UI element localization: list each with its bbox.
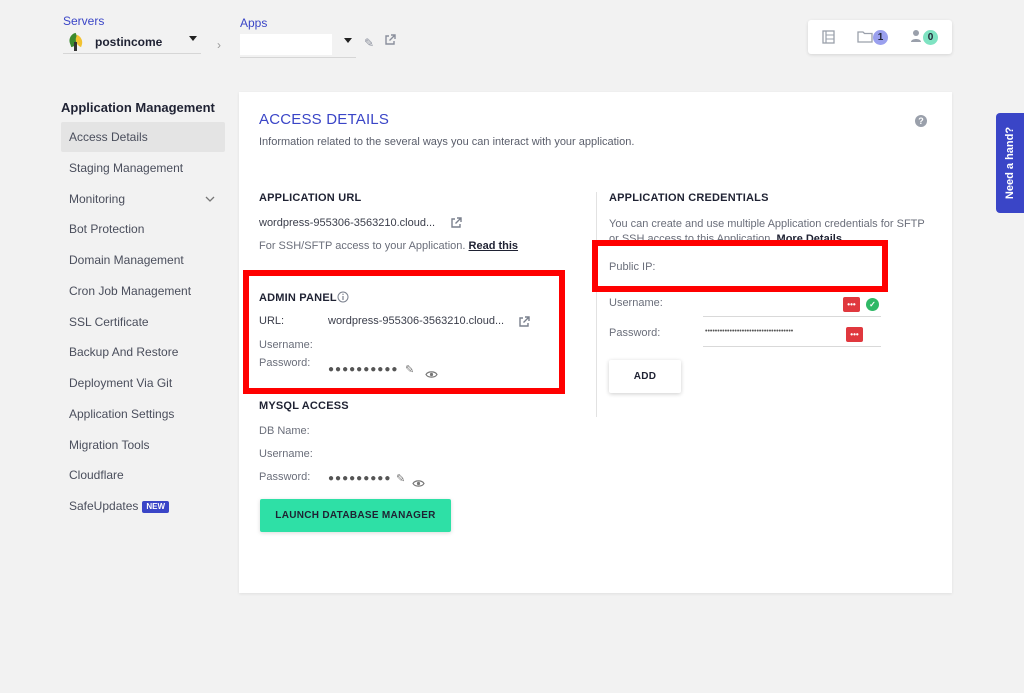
highlight-box-public-ip bbox=[592, 240, 888, 292]
chevron-right-icon: › bbox=[217, 38, 221, 52]
db-name-label: DB Name: bbox=[259, 425, 310, 437]
sidebar-item-staging-management[interactable]: Staging Management bbox=[61, 153, 225, 183]
cred-username-label: Username: bbox=[609, 297, 663, 309]
sidebar-item-ssl-certificate[interactable]: SSL Certificate bbox=[61, 307, 225, 337]
sidebar-item-cloudflare[interactable]: Cloudflare bbox=[61, 460, 225, 490]
ssh-note: For SSH/SFTP access to your Application.… bbox=[259, 240, 518, 252]
user-icon[interactable] bbox=[910, 29, 922, 48]
sidebar-item-deployment-via-git[interactable]: Deployment Via Git bbox=[61, 368, 225, 398]
admin-url-link[interactable]: wordpress-955306-3563210.cloud... bbox=[328, 315, 505, 327]
highlight-box-admin-panel bbox=[243, 270, 565, 394]
sidebar-item-monitoring[interactable]: Monitoring bbox=[61, 184, 225, 214]
db-password-mask: ●●●●●●●●● bbox=[328, 473, 392, 484]
caret-down-icon bbox=[189, 36, 197, 41]
app-url-heading: APPLICATION URL bbox=[259, 192, 362, 204]
credentials-heading: APPLICATION CREDENTIALS bbox=[609, 192, 769, 204]
need-a-hand-label: Need a hand? bbox=[1004, 126, 1016, 200]
launch-database-manager-button[interactable]: LAUNCH DATABASE MANAGER bbox=[260, 499, 451, 532]
help-icon[interactable]: ? bbox=[915, 115, 927, 127]
caret-down-icon bbox=[344, 38, 352, 43]
eye-icon[interactable] bbox=[425, 366, 438, 384]
column-divider bbox=[596, 192, 597, 417]
admin-url-label: URL: bbox=[259, 315, 285, 327]
sidebar-title: Application Management bbox=[61, 100, 215, 115]
folder-count-badge: 1 bbox=[873, 30, 888, 45]
sidebar-item-backup-and-restore[interactable]: Backup And Restore bbox=[61, 337, 225, 367]
sidebar-item-label: Application Settings bbox=[69, 407, 175, 421]
check-icon: ✓ bbox=[866, 298, 879, 311]
cred-password-mask: •••••••••••••••••••••••••••••••••••• bbox=[705, 328, 794, 335]
sidebar-item-label: Deployment Via Git bbox=[69, 376, 173, 390]
sidebar-item-label: SafeUpdates bbox=[69, 499, 139, 513]
page-description: Information related to the several ways … bbox=[259, 136, 635, 148]
sidebar-item-label: Backup And Restore bbox=[69, 345, 179, 359]
sidebar-item-application-settings[interactable]: Application Settings bbox=[61, 399, 225, 429]
chevron-down-icon bbox=[205, 184, 215, 214]
sidebar-item-cron-job-management[interactable]: Cron Job Management bbox=[61, 276, 225, 306]
need-a-hand-tab[interactable]: Need a hand? bbox=[996, 113, 1024, 213]
credentials-desc-line1: You can create and use multiple Applicat… bbox=[609, 218, 925, 230]
db-username-label: Username: bbox=[259, 448, 313, 460]
sidebar-item-label: Cron Job Management bbox=[69, 284, 192, 298]
password-generator-icon[interactable]: ••• bbox=[843, 297, 860, 312]
sidebar-item-label: Cloudflare bbox=[69, 468, 124, 482]
sidebar-item-safeupdates[interactable]: SafeUpdates NEW bbox=[61, 491, 225, 521]
sidebar-item-label: Staging Management bbox=[69, 161, 184, 175]
external-link-icon[interactable] bbox=[518, 315, 530, 333]
db-password-label: Password: bbox=[259, 471, 311, 483]
sidebar-item-migration-tools[interactable]: Migration Tools bbox=[61, 430, 225, 460]
password-generator-icon[interactable]: ••• bbox=[846, 327, 863, 342]
sidebar-item-label: Domain Management bbox=[69, 253, 184, 267]
sidebar-item-access-details[interactable]: Access Details bbox=[61, 122, 225, 152]
eye-icon[interactable] bbox=[412, 475, 425, 493]
apps-label: Apps bbox=[240, 16, 268, 30]
pencil-icon[interactable]: ✎ bbox=[396, 473, 406, 485]
app-select[interactable] bbox=[240, 34, 356, 58]
servers-list-icon[interactable] bbox=[822, 30, 835, 49]
read-this-link[interactable]: Read this bbox=[468, 240, 519, 252]
pencil-icon[interactable]: ✎ bbox=[364, 36, 375, 50]
sidebar-item-label: SSL Certificate bbox=[69, 315, 149, 329]
sidebar-item-label: Access Details bbox=[69, 130, 148, 144]
pencil-icon[interactable]: ✎ bbox=[405, 364, 415, 376]
add-credentials-button[interactable]: ADD bbox=[609, 360, 681, 393]
cred-password-field[interactable] bbox=[703, 346, 881, 347]
sidebar-item-bot-protection[interactable]: Bot Protection bbox=[61, 214, 225, 244]
sidebar-item-domain-management[interactable]: Domain Management bbox=[61, 245, 225, 275]
mysql-heading: MYSQL ACCESS bbox=[259, 400, 349, 412]
public-ip-label: Public IP: bbox=[609, 261, 656, 273]
cred-password-label: Password: bbox=[609, 327, 661, 339]
folder-icon[interactable] bbox=[857, 30, 873, 48]
server-logo-icon bbox=[67, 32, 85, 51]
new-badge: NEW bbox=[142, 501, 170, 513]
app-select-value bbox=[240, 34, 332, 55]
admin-panel-heading: ADMIN PANEL bbox=[259, 291, 349, 304]
admin-panel-heading-text: ADMIN PANEL bbox=[259, 292, 337, 304]
access-details-card: ACCESS DETAILS ? Information related to … bbox=[239, 92, 952, 593]
cred-username-field[interactable] bbox=[703, 316, 881, 317]
sidebar-item-label: Bot Protection bbox=[69, 222, 145, 236]
sidebar-item-label: Monitoring bbox=[69, 192, 126, 206]
admin-password-label: Password: bbox=[259, 357, 311, 369]
info-icon[interactable] bbox=[337, 291, 349, 306]
server-select[interactable]: postincome bbox=[63, 30, 201, 54]
ssh-note-text: For SSH/SFTP access to your Application. bbox=[259, 240, 466, 252]
external-link-icon[interactable] bbox=[384, 34, 396, 49]
page-title: ACCESS DETAILS bbox=[259, 111, 390, 128]
sidebar-item-label: Migration Tools bbox=[69, 438, 150, 452]
admin-username-label: Username: bbox=[259, 339, 313, 351]
server-name: postincome bbox=[95, 34, 163, 49]
external-link-icon[interactable] bbox=[450, 216, 462, 234]
top-right-panel: 1 0 bbox=[808, 20, 952, 54]
admin-password-mask: ●●●●●●●●●● bbox=[328, 364, 399, 375]
user-count-badge: 0 bbox=[923, 30, 938, 45]
app-url-link[interactable]: wordpress-955306-3563210.cloud... bbox=[259, 217, 436, 229]
servers-label: Servers bbox=[63, 14, 105, 28]
